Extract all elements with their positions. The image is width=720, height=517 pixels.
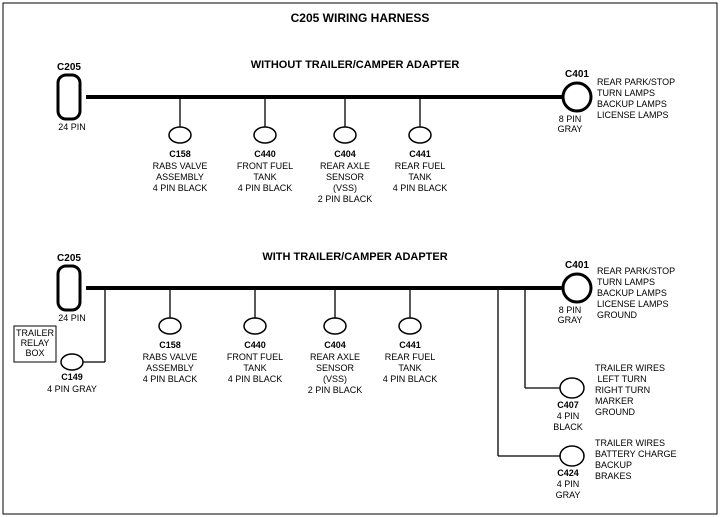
label: RABS VALVEASSEMBLY4 PIN BLACK — [153, 161, 208, 193]
wiring-diagram: C205 WIRING HARNESS WITHOUT TRAILER/CAMPE… — [0, 0, 720, 517]
label: 4 PIN — [557, 479, 580, 489]
label: RABS VALVEASSEMBLY4 PIN BLACK — [143, 352, 198, 384]
c424-desc: TRAILER WIRESBATTERY CHARGEBACKUPBRAKES — [595, 438, 677, 481]
label: REAR FUELTANK4 PIN BLACK — [393, 161, 448, 193]
label: C441 — [409, 149, 431, 159]
label: C424 — [557, 468, 579, 478]
c205-id: C205 — [57, 62, 81, 73]
c205-pins: 24 PIN — [58, 122, 86, 132]
page-title: C205 WIRING HARNESS — [291, 11, 430, 25]
label: FRONT FUELTANK4 PIN BLACK — [227, 352, 283, 384]
label: 4 PIN GRAY — [47, 384, 97, 394]
label: C158 — [159, 340, 181, 350]
trailer-relay-label: TRAILERRELAYBOX — [16, 328, 55, 358]
c401-2-id: C401 — [565, 260, 589, 271]
label: REAR AXLESENSOR(VSS)2 PIN BLACK — [308, 352, 363, 395]
label: FRONT FUELTANK4 PIN BLACK — [237, 161, 293, 193]
c401-id: C401 — [565, 69, 589, 80]
section-heading-2: WITH TRAILER/CAMPER ADAPTER — [262, 251, 447, 263]
label: C440 — [254, 149, 276, 159]
label: 8 PIN — [559, 114, 582, 124]
label: 8 PIN — [559, 305, 582, 315]
label: GRAY — [558, 315, 583, 325]
c401-desc: REAR PARK/STOPTURN LAMPSBACKUP LAMPSLICE… — [597, 77, 675, 120]
label: C404 — [324, 340, 346, 350]
label: C149 — [61, 372, 83, 382]
label: C441 — [399, 340, 421, 350]
label: REAR PARK/STOPTURN LAMPSBACKUP LAMPSLICE… — [597, 266, 675, 320]
label: C440 — [244, 340, 266, 350]
label: GRAY — [556, 490, 581, 500]
section-heading-1: WITHOUT TRAILER/CAMPER ADAPTER — [251, 59, 460, 71]
label: C407 — [557, 400, 579, 410]
label: BLACK — [553, 422, 583, 432]
label: GRAY — [558, 124, 583, 134]
label: REAR AXLESENSOR(VSS)2 PIN BLACK — [318, 161, 373, 204]
label: C158 — [169, 149, 191, 159]
label: C205 — [57, 253, 81, 264]
label: REAR FUELTANK4 PIN BLACK — [383, 352, 438, 384]
label: 24 PIN — [58, 313, 86, 323]
label: C404 — [334, 149, 356, 159]
label: 4 PIN — [557, 411, 580, 421]
c407-desc: TRAILER WIRES LEFT TURNRIGHT TURNMARKERG… — [595, 363, 665, 417]
